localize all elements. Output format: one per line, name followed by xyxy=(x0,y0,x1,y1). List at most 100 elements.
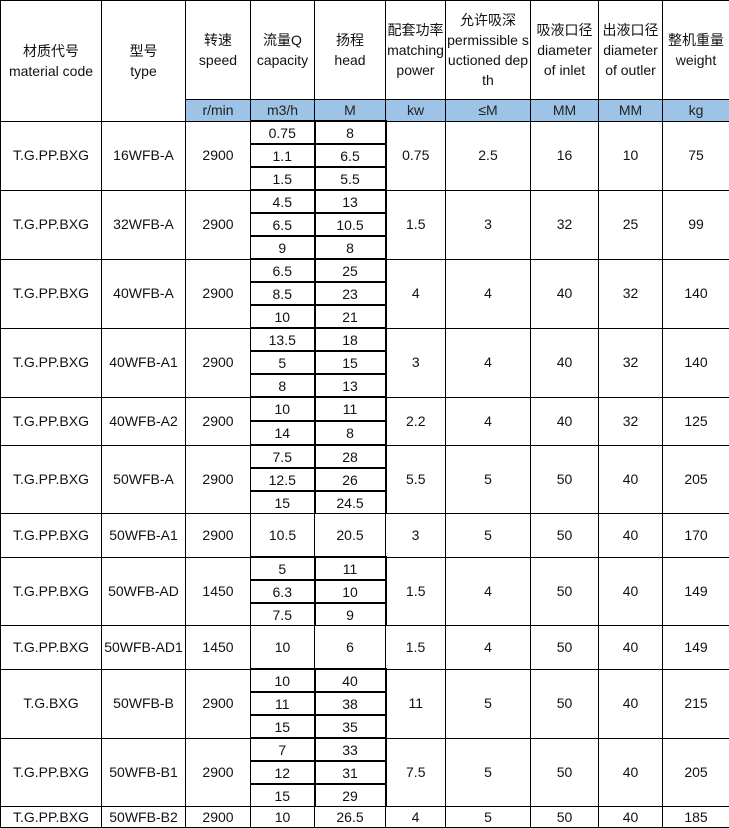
header-en: matching power xyxy=(387,40,444,80)
type-cell: 40WFB-A xyxy=(102,259,186,328)
flow-cell: 1.1 xyxy=(251,144,315,167)
material-cell: T.G.PP.BXG xyxy=(1,807,102,828)
head-cell: 11 xyxy=(315,397,386,421)
head-cell: 6.5 xyxy=(315,144,386,167)
flow-cell: 14 xyxy=(251,421,315,445)
weight-cell: 75 xyxy=(663,121,729,190)
unit-weight: kg xyxy=(663,100,729,122)
weight-cell: 170 xyxy=(663,514,729,558)
flow-cell: 12.5 xyxy=(251,468,315,491)
head-cell: 38 xyxy=(315,692,386,715)
flow-cell: 0.75 xyxy=(251,121,315,144)
suction-cell: 5 xyxy=(446,738,531,807)
outlet-cell: 25 xyxy=(599,190,663,259)
header-en: diameter of inlet xyxy=(532,40,597,80)
power-cell: 2.2 xyxy=(386,397,446,445)
flow-cell: 10 xyxy=(251,397,315,421)
outlet-cell: 40 xyxy=(599,514,663,558)
head-cell: 21 xyxy=(315,305,386,328)
weight-cell: 205 xyxy=(663,738,729,807)
outlet-cell: 40 xyxy=(599,669,663,738)
head-cell: 29 xyxy=(315,784,386,807)
head-cell: 15 xyxy=(315,351,386,374)
head-cell: 9 xyxy=(315,603,386,626)
weight-cell: 185 xyxy=(663,807,729,828)
flow-cell: 15 xyxy=(251,715,315,738)
weight-cell: 149 xyxy=(663,626,729,670)
header-cn: 流量Q xyxy=(252,30,313,50)
flow-cell: 12 xyxy=(251,761,315,784)
material-cell: T.G.PP.BXG xyxy=(1,121,102,190)
speed-cell: 2900 xyxy=(186,445,251,514)
flow-cell: 6.3 xyxy=(251,580,315,603)
head-cell: 20.5 xyxy=(315,514,386,558)
power-cell: 3 xyxy=(386,514,446,558)
suction-cell: 4 xyxy=(446,259,531,328)
flow-cell: 7.5 xyxy=(251,445,315,468)
head-cell: 6 xyxy=(315,626,386,670)
type-cell: 32WFB-A xyxy=(102,190,186,259)
unit-matching-power: kw xyxy=(386,100,446,122)
header-cn: 转速 xyxy=(187,30,249,50)
head-cell: 8 xyxy=(315,421,386,445)
flow-cell: 5 xyxy=(251,557,315,580)
outlet-cell: 40 xyxy=(599,445,663,514)
type-cell: 50WFB-B xyxy=(102,669,186,738)
suction-cell: 4 xyxy=(446,397,531,445)
unit-head: M xyxy=(315,100,386,122)
head-cell: 25 xyxy=(315,259,386,282)
weight-cell: 99 xyxy=(663,190,729,259)
inlet-cell: 50 xyxy=(531,626,599,670)
head-cell: 5.5 xyxy=(315,167,386,190)
outlet-cell: 32 xyxy=(599,397,663,445)
inlet-cell: 40 xyxy=(531,328,599,397)
suction-cell: 4 xyxy=(446,557,531,626)
head-cell: 35 xyxy=(315,715,386,738)
header-cn: 吸液口径 xyxy=(532,20,597,40)
header-cn: 型号 xyxy=(103,41,184,61)
speed-cell: 1450 xyxy=(186,626,251,670)
inlet-cell: 50 xyxy=(531,514,599,558)
power-cell: 3 xyxy=(386,328,446,397)
inlet-cell: 50 xyxy=(531,669,599,738)
speed-cell: 2900 xyxy=(186,738,251,807)
head-cell: 31 xyxy=(315,761,386,784)
head-cell: 40 xyxy=(315,669,386,692)
flow-cell: 11 xyxy=(251,692,315,715)
material-cell: T.G.PP.BXG xyxy=(1,397,102,445)
power-cell: 1.5 xyxy=(386,190,446,259)
weight-cell: 215 xyxy=(663,669,729,738)
speed-cell: 1450 xyxy=(186,557,251,626)
flow-cell: 10 xyxy=(251,626,315,670)
unit-inlet-diameter: MM xyxy=(531,100,599,122)
suction-cell: 5 xyxy=(446,669,531,738)
unit-speed: r/min xyxy=(186,100,251,122)
weight-cell: 205 xyxy=(663,445,729,514)
outlet-cell: 10 xyxy=(599,121,663,190)
head-cell: 28 xyxy=(315,445,386,468)
header-en: capacity xyxy=(252,50,313,70)
inlet-cell: 16 xyxy=(531,121,599,190)
material-cell: T.G.PP.BXG xyxy=(1,445,102,514)
type-cell: 50WFB-AD xyxy=(102,557,186,626)
head-cell: 24.5 xyxy=(315,491,386,514)
type-cell: 40WFB-A2 xyxy=(102,397,186,445)
inlet-cell: 50 xyxy=(531,557,599,626)
power-cell: 1.5 xyxy=(386,557,446,626)
power-cell: 7.5 xyxy=(386,738,446,807)
weight-cell: 140 xyxy=(663,328,729,397)
